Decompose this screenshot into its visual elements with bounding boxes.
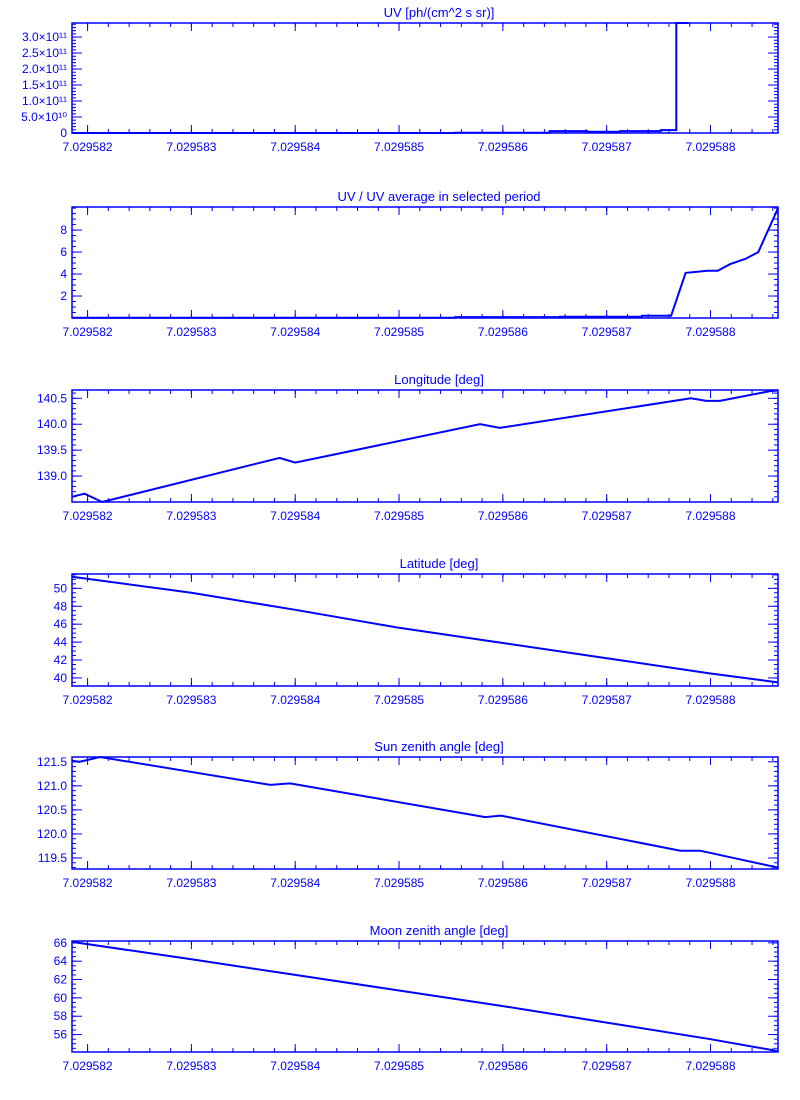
- y-tick-label: 46: [54, 617, 68, 631]
- x-tick-label: 7.029586: [478, 1059, 528, 1073]
- x-tick-label: 7.029587: [582, 325, 632, 339]
- x-tick-label: 7.029585: [374, 509, 424, 523]
- x-tick-label: 7.029588: [685, 325, 735, 339]
- x-tick-label: 7.029583: [166, 325, 216, 339]
- y-tick-label: 120.0: [37, 827, 67, 841]
- y-tick-label: 121.0: [37, 779, 67, 793]
- plot-frame: [71, 756, 779, 870]
- x-tick-label: 7.029586: [478, 509, 528, 523]
- x-tick-label: 7.029584: [270, 325, 320, 339]
- plot-panel-6: Moon zenith angle [deg] 7.029582 7.029583 7…: [54, 923, 779, 1073]
- x-tick-label: 7.029584: [270, 693, 320, 707]
- x-tick-label: 7.029582: [63, 325, 113, 339]
- plot-title: Sun zenith angle [deg]: [374, 739, 503, 754]
- plot-title: Latitude [deg]: [400, 556, 479, 571]
- y-tick-label: 2.0×10¹¹: [22, 62, 67, 76]
- x-tick-label: 7.029585: [374, 1059, 424, 1073]
- data-series-line: [72, 207, 779, 319]
- data-series-line: [71, 940, 779, 1053]
- x-tick-label: 7.029586: [478, 876, 528, 890]
- x-tick-label: 7.029587: [582, 509, 632, 523]
- x-tick-label: 7.029586: [478, 693, 528, 707]
- y-tick-label: 139.0: [37, 469, 67, 483]
- x-tick-label: 7.029582: [63, 693, 113, 707]
- y-tick-label: 44: [54, 635, 68, 649]
- x-tick-label: 7.029588: [685, 1059, 735, 1073]
- x-tick-label: 7.029587: [582, 693, 632, 707]
- plot-panel-1: UV [ph/(cm^2 s sr)] 7.029582 7.029583 7.029…: [21, 5, 779, 154]
- y-tick-label: 140.5: [37, 391, 67, 405]
- plot-frame: [71, 22, 779, 134]
- y-tick-label: 62: [54, 973, 68, 987]
- x-tick-label: 7.029585: [374, 140, 424, 154]
- data-series-line: [71, 755, 779, 869]
- x-tick-label: 7.029587: [582, 1059, 632, 1073]
- x-tick-label: 7.029583: [166, 693, 216, 707]
- x-tick-label: 7.029582: [63, 876, 113, 890]
- plot-frame: [71, 389, 779, 503]
- plot-frame: [71, 940, 779, 1053]
- y-tick-label: 8: [60, 223, 67, 237]
- x-tick-label: 7.029588: [685, 140, 735, 154]
- y-tick-label: 2.5×10¹¹: [22, 46, 67, 60]
- y-tick-label: 5.0×10¹⁰: [21, 110, 67, 124]
- x-tick-label: 7.029588: [685, 876, 735, 890]
- x-tick-label: 7.029588: [685, 693, 735, 707]
- x-tick-label: 7.029583: [166, 140, 216, 154]
- data-series-line: [72, 22, 689, 134]
- plot-frame: [71, 573, 779, 687]
- y-tick-label: 3.0×10¹¹: [22, 30, 67, 44]
- x-tick-label: 7.029585: [374, 876, 424, 890]
- y-tick-label: 66: [54, 936, 68, 950]
- x-tick-label: 7.029583: [166, 1059, 216, 1073]
- x-tick-label: 7.029584: [270, 876, 320, 890]
- plot-title: UV / UV average in selected period: [337, 189, 540, 204]
- y-tick-label: 40: [54, 671, 68, 685]
- x-tick-label: 7.029582: [63, 140, 113, 154]
- y-tick-label: 1.0×10¹¹: [22, 94, 67, 108]
- y-tick-label: 60: [54, 991, 68, 1005]
- x-tick-label: 7.029584: [270, 140, 320, 154]
- y-tick-label: 56: [54, 1028, 68, 1042]
- y-tick-label: 140.0: [37, 417, 67, 431]
- plot-title: Moon zenith angle [deg]: [370, 923, 509, 938]
- y-tick-label: 1.5×10¹¹: [22, 78, 67, 92]
- y-tick-label: 50: [54, 581, 68, 595]
- x-tick-label: 7.029583: [166, 509, 216, 523]
- x-tick-label: 7.029586: [478, 325, 528, 339]
- x-tick-label: 7.029587: [582, 140, 632, 154]
- y-tick-label: 42: [54, 653, 68, 667]
- plot-panel-2: UV / UV average in selected period 7.0295…: [60, 189, 779, 339]
- x-tick-label: 7.029585: [374, 693, 424, 707]
- x-tick-label: 7.029582: [63, 509, 113, 523]
- x-tick-label: 7.029584: [270, 509, 320, 523]
- data-series-line: [71, 389, 779, 504]
- plot-panel-4: Latitude [deg] 7.029582 7.029583 7.029584 7.…: [54, 556, 779, 707]
- y-tick-label: 4: [60, 267, 67, 281]
- data-series-line: [71, 575, 779, 684]
- x-tick-label: 7.029587: [582, 876, 632, 890]
- y-tick-label: 119.5: [38, 851, 67, 865]
- x-tick-label: 7.029586: [478, 140, 528, 154]
- plot-panel-5: Sun zenith angle [deg] 7.029582 7.029583 7.…: [37, 739, 779, 890]
- y-tick-label: 64: [54, 954, 68, 968]
- y-tick-label: 0: [60, 126, 67, 140]
- y-tick-label: 139.5: [37, 443, 67, 457]
- x-tick-label: 7.029583: [166, 876, 216, 890]
- x-tick-label: 7.029584: [270, 1059, 320, 1073]
- x-tick-label: 7.029585: [374, 325, 424, 339]
- y-tick-label: 6: [60, 245, 67, 259]
- y-tick-label: 120.5: [37, 803, 67, 817]
- plot-frame: [71, 206, 779, 319]
- x-tick-label: 7.029582: [63, 1059, 113, 1073]
- plot-panel-3: Longitude [deg] 7.029582 7.029583 7.029584 7…: [37, 372, 779, 523]
- y-tick-label: 2: [60, 289, 67, 303]
- y-tick-label: 121.5: [37, 755, 67, 769]
- y-tick-label: 48: [54, 599, 68, 613]
- y-tick-label: 58: [54, 1009, 68, 1023]
- plot-title: Longitude [deg]: [394, 372, 484, 387]
- plot-title: UV [ph/(cm^2 s sr)]: [384, 5, 495, 20]
- x-tick-label: 7.029588: [685, 509, 735, 523]
